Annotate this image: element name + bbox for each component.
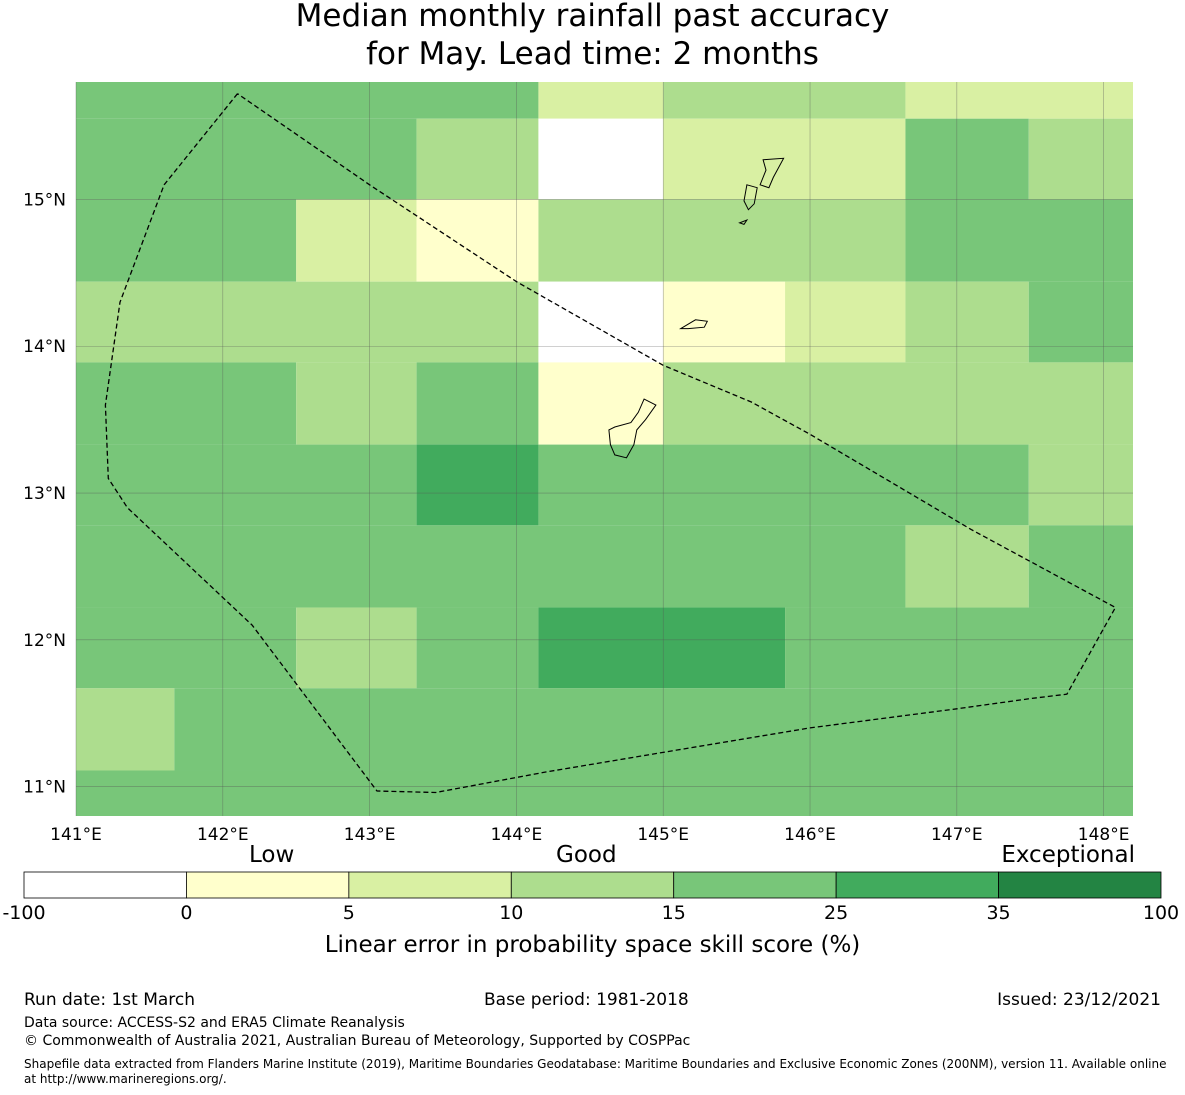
grid-cell-29 [1028,444,1133,526]
colorbar-bin [348,871,512,899]
grid-cell-12 [416,199,539,282]
longitude-labels: 141°E 142°E 143°E 144°E 145°E 146°E 147°E 148°E [50,825,1129,845]
grid-cell-19 [905,281,1029,363]
issued-date: Issued: 23/12/2021 [997,990,1161,1010]
grid-cell-22 [296,362,417,445]
colorbar-tick-label: 5 [342,902,355,924]
category-good: Good [556,842,617,868]
grid-cell-10 [76,199,297,282]
grid-cell-37 [785,607,1133,689]
grid-cell-31 [905,525,1029,608]
island-outline [738,218,749,225]
base-period: Base period: 1981-2018 [484,990,689,1010]
colorbar-tick-label: 15 [661,902,686,924]
shapefile-credit-line-1: Shapefile data extracted from Flanders M… [24,1057,1167,1071]
run-date: Run date: 1st March [24,990,196,1010]
grid-cell-39 [174,688,1133,771]
lon-tick-label: 148°E [1078,825,1130,845]
lat-tick-label: 11°N [23,778,66,798]
island-outline [678,319,709,330]
grid-cell-7 [663,118,906,200]
grid-cell-28 [538,444,1029,526]
lon-tick-label: 145°E [637,825,689,845]
grid-cell-33 [76,607,297,689]
grid-cell-13 [538,199,906,282]
island-outline [608,398,657,459]
grid-cell-26 [76,444,417,526]
grid-cell-27 [416,444,539,526]
grid-cell-32 [1028,525,1133,608]
lon-tick-label: 146°E [784,825,836,845]
grid-cell-14 [905,199,1133,282]
lat-tick-label: 12°N [23,631,66,651]
lat-tick-label: 14°N [23,337,66,357]
colorbar-tick-label: 100 [1142,902,1180,924]
island-outline [759,157,785,189]
grid-cell-5 [416,118,539,200]
grid-cell-8 [905,118,1029,200]
grid-cell-38 [76,688,175,771]
grid-cell-15 [76,281,539,363]
grid-cell-23 [416,362,539,445]
colorbar-tick-label: -100 [2,902,46,924]
coastlines [608,157,785,459]
colorbar-bin [673,871,837,899]
grid-cell-17 [663,281,786,363]
colorbar-bin [23,871,187,899]
copyright: © Commonwealth of Australia 2021, Austra… [24,1033,691,1049]
colorbar-tick-label: 25 [824,902,849,924]
colorbar-tick-label: 35 [986,902,1011,924]
grid-cell-30 [76,525,906,608]
grid-cell-36 [538,607,786,689]
grid-cell-2 [663,82,906,119]
category-exceptional: Exceptional [1001,842,1135,868]
colorbar-bin [510,871,675,899]
grid-cell-18 [785,281,906,363]
colorbar-bin [998,871,1162,899]
lon-tick-label: 144°E [491,825,543,845]
colorbar-tick-label: 10 [499,902,524,924]
grid-cell-20 [1028,281,1133,363]
lon-tick-label: 143°E [344,825,396,845]
shapefile-credit-line-2: at http://www.marineregions.org/. [24,1072,227,1086]
category-low: Low [249,842,295,868]
grid-cell-6 [538,118,664,200]
grid-cell-24 [538,362,664,445]
lat-tick-label: 13°N [23,484,66,504]
grid-cell-34 [296,607,417,689]
chart-title-line-1: Median monthly rainfall past accuracy [295,0,890,34]
lon-tick-label: 142°E [197,825,249,845]
grid-cell-1 [538,82,664,119]
grid-cell-0 [76,82,539,119]
skill-grid [76,82,1133,816]
grid-cell-40 [76,770,1133,816]
colorbar-tick-label: 0 [180,902,193,924]
latitude-labels: 15°N 14°N 13°N 12°N 11°N [23,190,66,797]
lon-tick-label: 141°E [50,825,102,845]
data-source: Data source: ACCESS-S2 and ERA5 Climate … [24,1015,405,1031]
graticule [75,82,1133,816]
grid-cell-35 [416,607,539,689]
lat-tick-label: 15°N [23,190,66,210]
colorbar-label: Linear error in probability space skill … [324,932,861,958]
grid-cell-11 [296,199,417,282]
island-outline [743,184,758,211]
grid-cell-4 [76,118,417,200]
grid-cell-9 [1028,118,1133,200]
grid-cell-16 [538,281,664,363]
colorbar-bin [835,871,999,899]
chart-title-line-2: for May. Lead time: 2 months [366,36,819,72]
colorbar-bin [186,871,350,899]
grid-cell-25 [663,362,1133,445]
grid-cell-3 [905,82,1133,119]
eez-boundary [104,93,1117,794]
colorbar [23,871,1162,899]
lon-tick-label: 147°E [931,825,983,845]
grid-cell-21 [76,362,297,445]
